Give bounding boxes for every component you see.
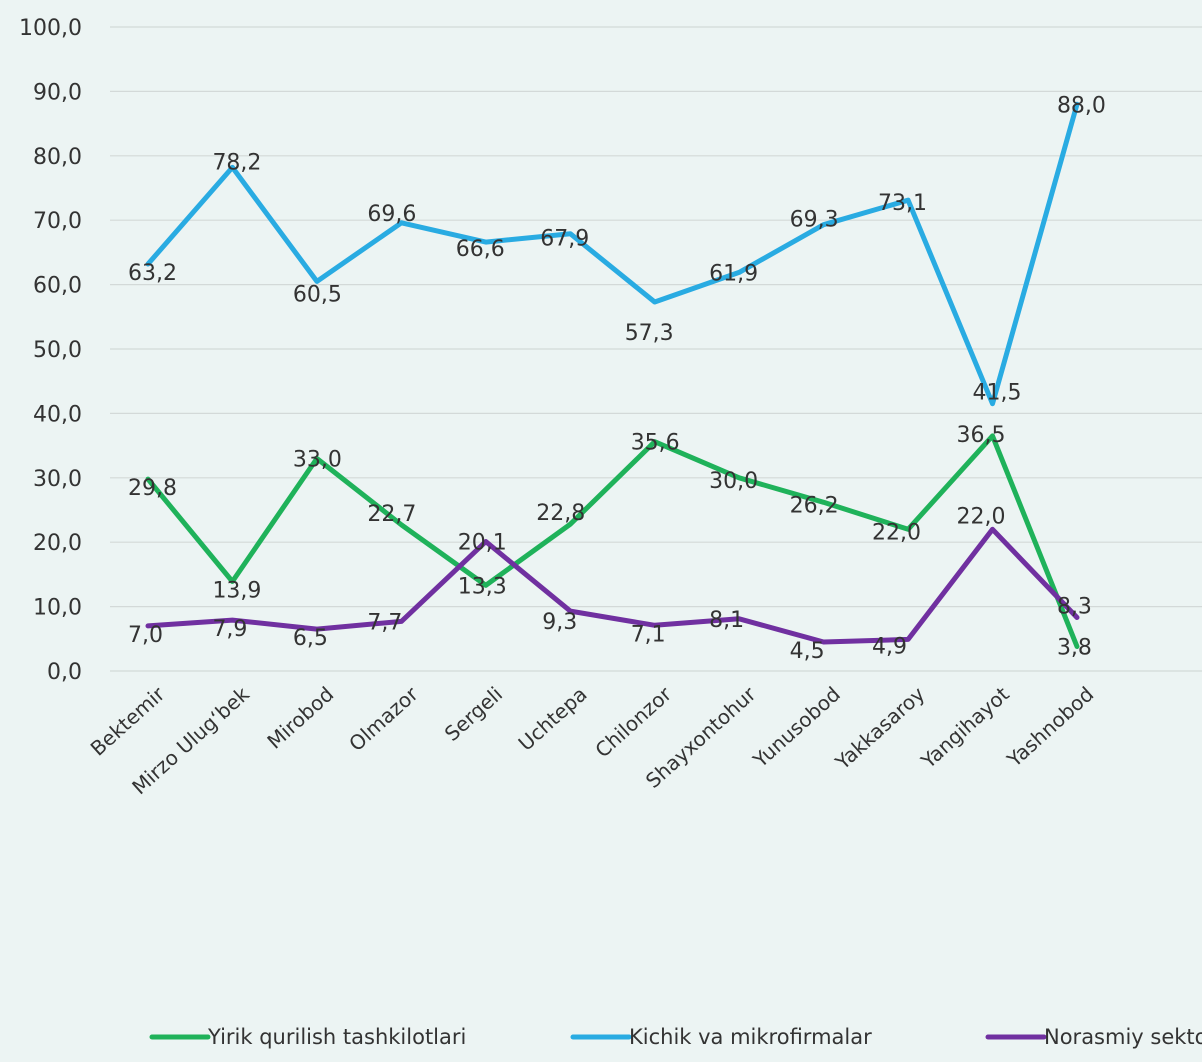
data-label-kichik-va-mikrofirmalar: 57,3 bbox=[625, 321, 674, 346]
data-label-kichik-va-mikrofirmalar: 66,6 bbox=[456, 237, 505, 262]
x-tick-label-yakkasaroy: Yakkasaroy bbox=[830, 682, 930, 775]
x-tick-label-bektemir: Bektemir bbox=[86, 681, 170, 760]
data-label-yirik-qurilish-tashkilotlari: 13,3 bbox=[458, 574, 507, 599]
y-tick-label: 80,0 bbox=[33, 145, 82, 170]
data-label-norasmiy-sektor: 7,0 bbox=[128, 623, 163, 648]
data-label-norasmiy-sektor: 22,0 bbox=[957, 504, 1006, 529]
x-tick-label-chilonzor: Chilonzor bbox=[590, 681, 676, 762]
data-label-norasmiy-sektor: 4,9 bbox=[872, 634, 907, 659]
x-tick-label-olmazor: Olmazor bbox=[344, 681, 423, 756]
data-label-norasmiy-sektor: 6,5 bbox=[293, 626, 328, 651]
x-tick-label-yunusobod: Yunusobod bbox=[748, 682, 845, 773]
y-tick-label: 20,0 bbox=[33, 531, 82, 556]
data-label-norasmiy-sektor: 8,1 bbox=[709, 608, 744, 633]
legend: Yirik qurilish tashkilotlari Kichik va mi… bbox=[149, 1025, 1202, 1049]
gridlines bbox=[110, 26, 1202, 672]
series-line-norasmiy-sektor bbox=[145, 526, 1080, 645]
y-tick-label: 30,0 bbox=[33, 467, 82, 492]
data-label-kichik-va-mikrofirmalar: 41,5 bbox=[973, 381, 1022, 406]
series-line-kichik-va-mikrofirmalar bbox=[145, 101, 1080, 407]
data-label-kichik-va-mikrofirmalar: 61,9 bbox=[709, 261, 758, 286]
legend-label-kichik-va-mikrofirmalar: Kichik va mikrofirmalar bbox=[629, 1025, 872, 1049]
y-tick-label: 50,0 bbox=[33, 338, 82, 363]
x-tick-label-uchtepa: Uchtepa bbox=[514, 682, 592, 756]
data-label-kichik-va-mikrofirmalar: 69,3 bbox=[790, 208, 839, 233]
y-tick-label: 0,0 bbox=[47, 660, 82, 685]
data-label-kichik-va-mikrofirmalar: 78,2 bbox=[212, 150, 261, 175]
data-label-yirik-qurilish-tashkilotlari: 22,0 bbox=[872, 520, 921, 545]
data-labels: 29,8 13,9 33,0 22,7 13,3 22,8 35,6 30,0 26,2 22,0… bbox=[128, 93, 1106, 664]
data-label-kichik-va-mikrofirmalar: 69,6 bbox=[367, 202, 416, 227]
data-label-norasmiy-sektor: 20,1 bbox=[458, 531, 507, 556]
data-label-kichik-va-mikrofirmalar: 73,1 bbox=[878, 191, 927, 216]
y-tick-label: 100,0 bbox=[19, 16, 82, 41]
x-tick-label-mirobod: Mirobod bbox=[262, 682, 338, 754]
legend-label-yirik-qurilish-tashkilotlari: Yirik qurilish tashkilotlari bbox=[207, 1025, 466, 1049]
series-line-yirik-qurilish-tashkilotlari bbox=[145, 433, 1080, 649]
y-tick-label: 40,0 bbox=[33, 402, 82, 427]
y-tick-label: 60,0 bbox=[33, 274, 82, 299]
data-label-norasmiy-sektor: 7,9 bbox=[212, 617, 247, 642]
data-label-kichik-va-mikrofirmalar: 63,2 bbox=[128, 261, 177, 286]
data-label-norasmiy-sektor: 8,3 bbox=[1057, 595, 1092, 620]
y-axis-ticks: 0,0 10,0 20,0 30,0 40,0 50,0 60,0 70,0 80,0 90,0 1… bbox=[19, 16, 82, 685]
data-label-kichik-va-mikrofirmalar: 88,0 bbox=[1057, 93, 1106, 118]
legend-label-norasmiy-sektor: Norasmiy sektor bbox=[1044, 1025, 1202, 1049]
data-label-norasmiy-sektor: 9,3 bbox=[542, 610, 577, 635]
data-label-yirik-qurilish-tashkilotlari: 22,8 bbox=[536, 501, 585, 526]
x-tick-label-yashnobod: Yashnobod bbox=[1002, 682, 1099, 772]
y-tick-label: 70,0 bbox=[33, 209, 82, 234]
series-lines bbox=[145, 101, 1080, 649]
data-label-yirik-qurilish-tashkilotlari: 22,7 bbox=[367, 502, 416, 527]
data-label-yirik-qurilish-tashkilotlari: 30,0 bbox=[709, 469, 758, 494]
x-tick-label-yangihayot: Yangihayot bbox=[916, 682, 1014, 774]
data-label-yirik-qurilish-tashkilotlari: 35,6 bbox=[631, 431, 680, 456]
x-tick-label-sergeli: Sergeli bbox=[440, 682, 507, 746]
data-label-kichik-va-mikrofirmalar: 60,5 bbox=[293, 282, 342, 307]
data-label-norasmiy-sektor: 7,1 bbox=[631, 622, 666, 647]
data-label-yirik-qurilish-tashkilotlari: 13,9 bbox=[212, 578, 261, 603]
data-label-yirik-qurilish-tashkilotlari: 36,5 bbox=[957, 423, 1006, 448]
data-label-yirik-qurilish-tashkilotlari: 3,8 bbox=[1057, 636, 1092, 661]
data-label-norasmiy-sektor: 7,7 bbox=[367, 610, 402, 635]
data-label-kichik-va-mikrofirmalar: 67,9 bbox=[540, 227, 589, 252]
data-label-yirik-qurilish-tashkilotlari: 26,2 bbox=[790, 493, 839, 518]
y-tick-label: 90,0 bbox=[33, 80, 82, 105]
data-label-norasmiy-sektor: 4,5 bbox=[790, 639, 825, 664]
data-label-yirik-qurilish-tashkilotlari: 33,0 bbox=[293, 447, 342, 472]
y-tick-label: 10,0 bbox=[33, 596, 82, 621]
data-label-yirik-qurilish-tashkilotlari: 29,8 bbox=[128, 476, 177, 501]
